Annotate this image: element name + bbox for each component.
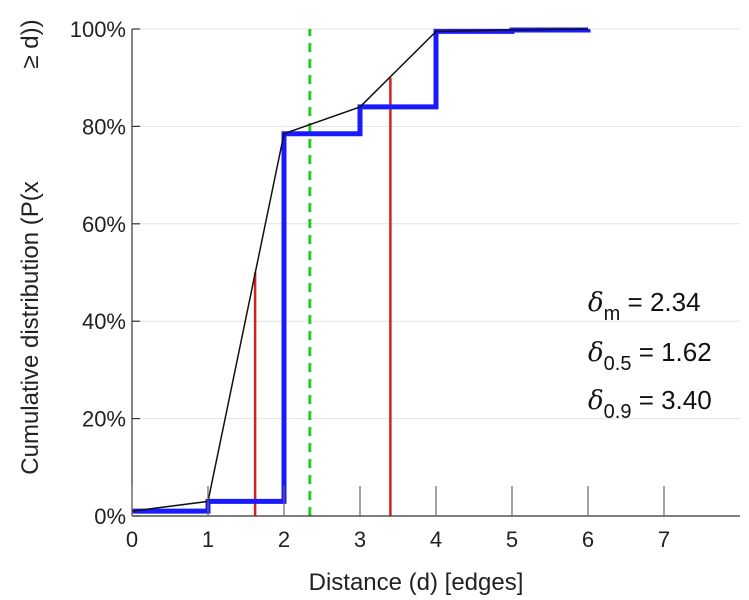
x-tick-label: 0 bbox=[126, 527, 138, 552]
x-tick-label: 7 bbox=[658, 527, 670, 552]
annotation-delta-m: δm = 2.34 bbox=[588, 287, 701, 325]
annotation-value: = 3.40 bbox=[631, 385, 711, 415]
annotation-subscript: 0.9 bbox=[604, 401, 632, 423]
x-tick-label: 1 bbox=[202, 527, 214, 552]
series-interpolated-line bbox=[131, 28, 589, 512]
annotation-symbol: δ bbox=[588, 338, 604, 368]
annotation-symbol: δ bbox=[588, 288, 604, 318]
y-axis-label-part-2: ≥ d)) bbox=[17, 19, 44, 68]
y-tick-label: 20% bbox=[82, 407, 126, 432]
x-tick-label: 2 bbox=[278, 527, 290, 552]
y-tick-label: 40% bbox=[82, 309, 126, 334]
series-step-line bbox=[132, 27, 591, 514]
axes: 0% 20% 40% 60% 80% 100% 0 1 2 3 4 5 6 7 bbox=[70, 17, 740, 552]
y-axis-label: Cumulative distribution (P(x ≥ d)) bbox=[17, 19, 44, 474]
x-tick-label: 6 bbox=[582, 527, 594, 552]
annotation-value: = 1.62 bbox=[631, 337, 711, 367]
annotation-symbol: δ bbox=[588, 386, 604, 416]
annotation-subscript: 0.5 bbox=[604, 353, 632, 375]
annotation-delta-05: δ0.5 = 1.62 bbox=[588, 337, 712, 375]
y-tick-label: 0% bbox=[94, 504, 126, 529]
x-tick-label: 4 bbox=[430, 527, 442, 552]
y-tick-label: 100% bbox=[70, 17, 126, 42]
annotation-delta-09: δ0.9 = 3.40 bbox=[588, 385, 712, 423]
y-tick-label: 60% bbox=[82, 212, 126, 237]
y-tick-label: 80% bbox=[82, 114, 126, 139]
y-axis-label-part-1: Cumulative distribution (P(x bbox=[17, 181, 44, 474]
x-axis-label: Distance (d) [edges] bbox=[309, 569, 524, 596]
annotation-subscript: m bbox=[604, 303, 621, 325]
x-tick-label: 5 bbox=[506, 527, 518, 552]
x-tick-label: 3 bbox=[354, 527, 366, 552]
data-series bbox=[131, 27, 591, 514]
statistics-annotations: δm = 2.34 δ0.5 = 1.62 δ0.9 = 3.40 bbox=[588, 287, 712, 423]
annotation-value: = 2.34 bbox=[620, 287, 700, 317]
threshold-markers bbox=[253, 29, 392, 516]
